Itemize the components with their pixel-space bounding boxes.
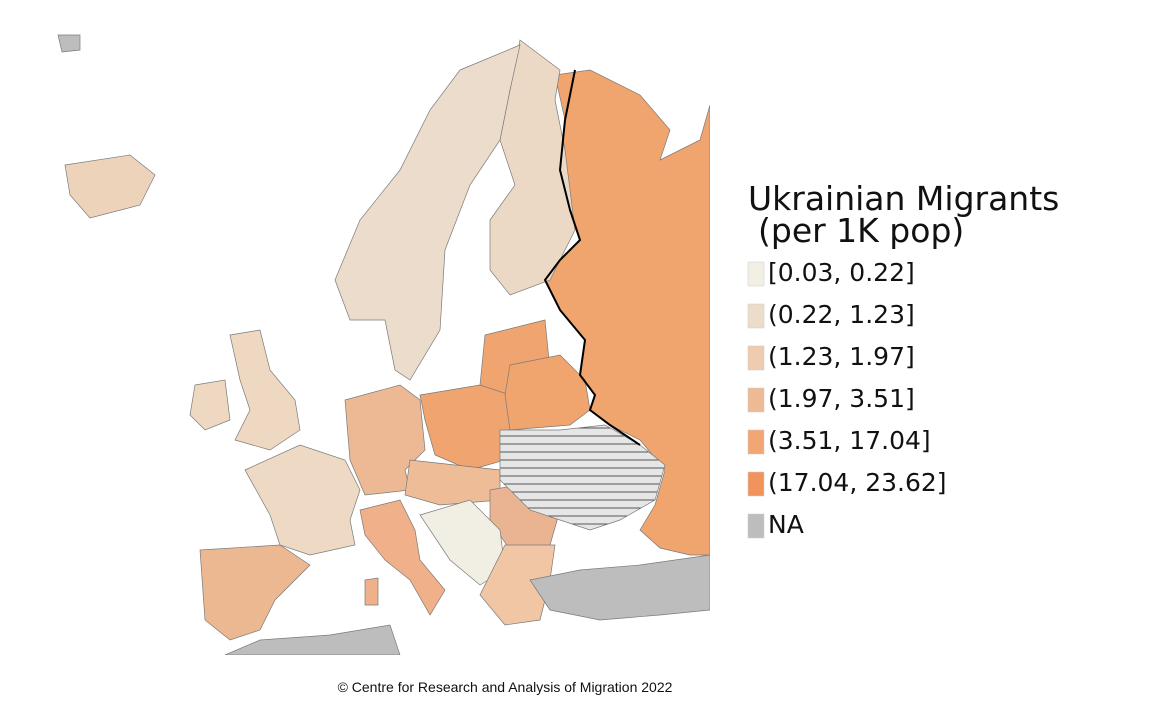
germany	[344, 384, 426, 496]
legend-label: (1.97, 3.51]	[768, 384, 915, 413]
iceland	[64, 154, 156, 219]
ukraine	[499, 424, 666, 531]
svalbard	[57, 34, 81, 53]
legend-swatch	[747, 303, 765, 329]
sardinia	[364, 577, 379, 606]
turkey	[529, 554, 710, 621]
caption: © Centre for Research and Analysis of Mi…	[338, 679, 673, 695]
europe-map	[57, 34, 710, 655]
italy	[359, 499, 446, 616]
belarus	[504, 354, 591, 431]
legend-swatch	[747, 261, 765, 287]
legend-swatch	[747, 513, 765, 539]
france	[244, 444, 361, 556]
bulgaria-greece	[479, 544, 556, 626]
legend: Ukrainian Migrants (per 1K pop) [0.03, 0…	[747, 179, 1059, 539]
uk	[229, 329, 301, 451]
legend-label: (1.23, 1.97]	[768, 342, 915, 371]
central-europe	[404, 459, 501, 506]
legend-label: (17.04, 23.62]	[768, 468, 947, 497]
ireland	[189, 379, 231, 431]
legend-swatch	[747, 471, 765, 497]
legend-swatch	[747, 429, 765, 455]
legend-label: (3.51, 17.04]	[768, 426, 931, 455]
legend-label: NA	[768, 510, 804, 539]
legend-title: Ukrainian Migrants	[748, 179, 1059, 218]
border-line	[543, 69, 641, 446]
legend-title: (per 1K pop)	[758, 211, 964, 250]
iberia	[199, 544, 311, 641]
legend-swatch	[747, 387, 765, 413]
legend-label: (0.22, 1.23]	[768, 300, 915, 329]
africa	[224, 624, 401, 655]
scandinavia	[334, 44, 521, 381]
legend-label: [0.03, 0.22]	[768, 258, 915, 287]
legend-swatch	[747, 345, 765, 371]
